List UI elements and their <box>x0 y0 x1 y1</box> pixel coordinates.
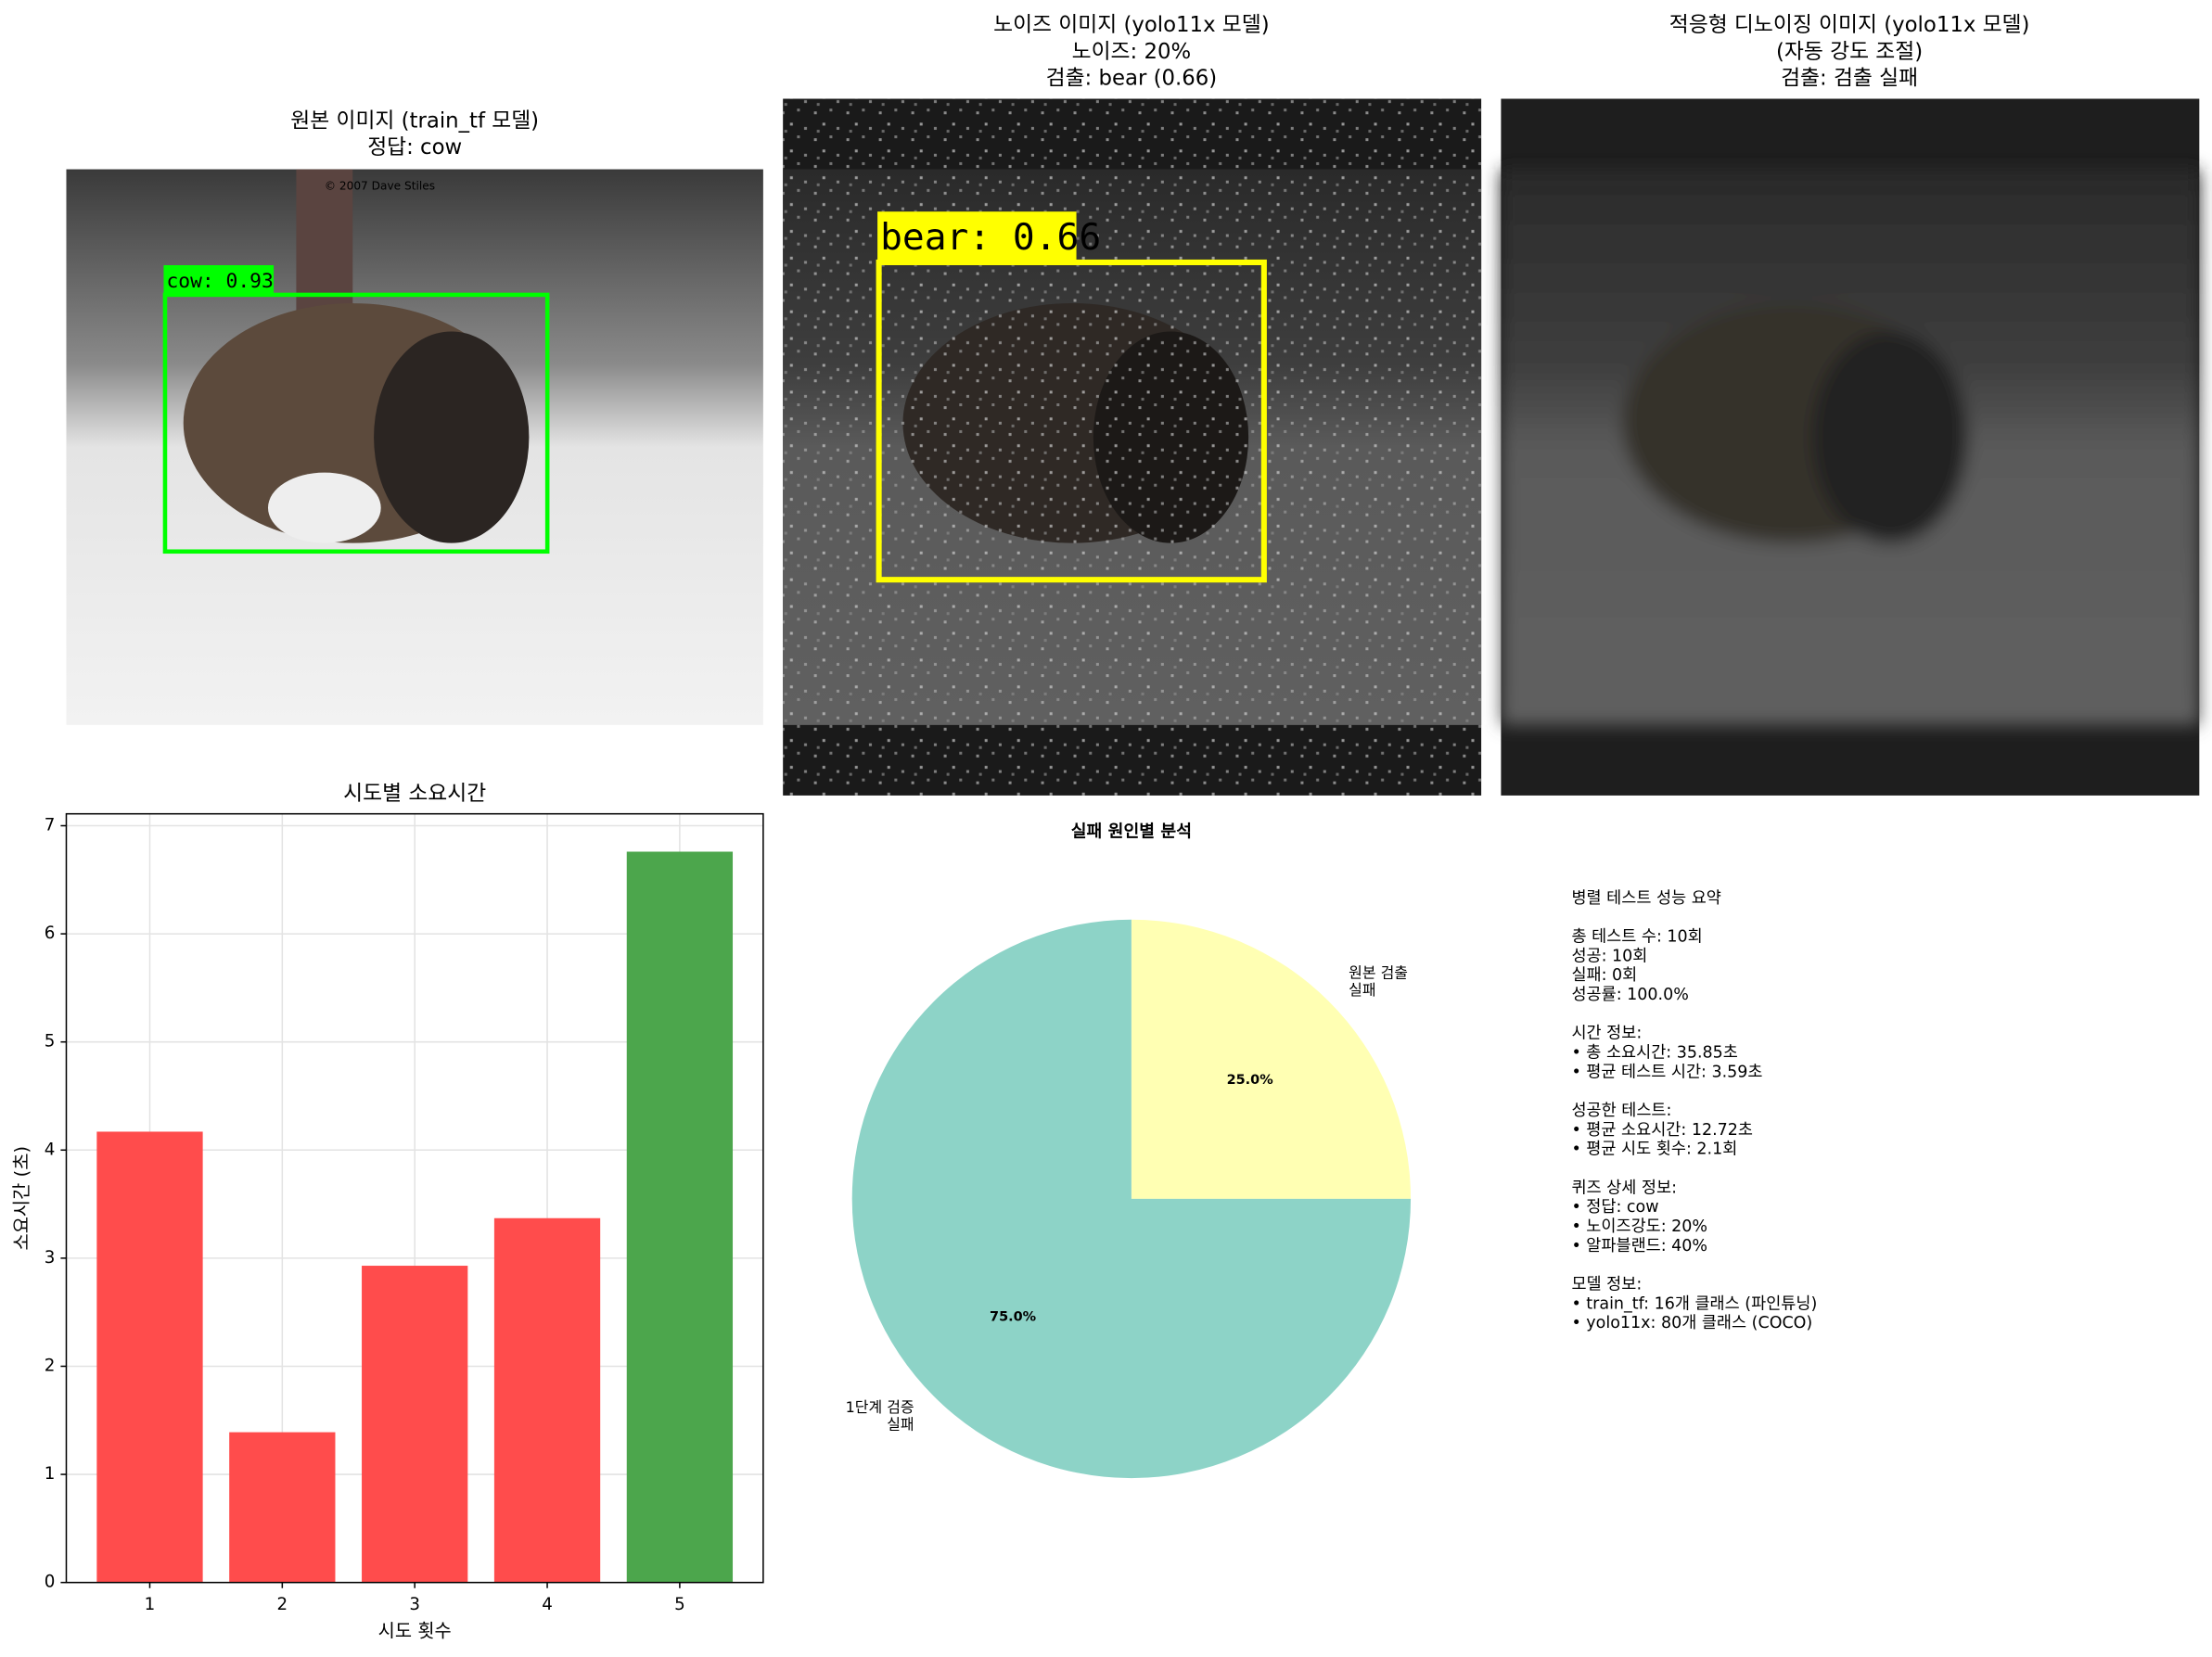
x-tick-label: 5 <box>674 1595 685 1614</box>
detection-label: bear: 0.66 <box>880 216 1101 259</box>
detection-label: cow: 0.93 <box>166 270 273 293</box>
pie-slice <box>1131 919 1412 1199</box>
slice-label: 원본 검출 실패 <box>1349 963 1408 998</box>
summary-line: • train_tf: 16개 클래스 (파인튜닝) <box>1571 1294 1817 1313</box>
summary-line: • 총 소요시간: 35.85초 <box>1571 1043 1737 1062</box>
x-axis-label: 시도 횟수 <box>378 1620 452 1641</box>
watermark: © 2007 Dave Stiles <box>325 179 435 192</box>
detection-label-bg <box>877 211 1077 262</box>
x-tick-label: 2 <box>277 1595 288 1614</box>
summary-line: 실패: 0회 <box>1571 966 1637 985</box>
summary-line: 모델 정보: <box>1571 1276 1642 1294</box>
y-tick-label: 0 <box>45 1573 56 1592</box>
y-tick-label: 7 <box>45 816 56 835</box>
y-tick-label: 6 <box>45 924 56 943</box>
chart-title: 시도별 소요시간 <box>343 782 486 806</box>
summary-line: 성공: 10회 <box>1571 947 1647 965</box>
chart-title: 실패 원인별 분석 <box>1071 822 1192 841</box>
slice-value-label: 25.0% <box>1227 1073 1273 1088</box>
detection-box <box>162 292 550 554</box>
y-tick-label: 1 <box>45 1464 56 1484</box>
summary-line: 퀴즈 상세 정보: <box>1571 1179 1677 1197</box>
image-title: 검출: bear (0.66) <box>1046 67 1218 91</box>
image-title: 노이즈: 20% <box>1072 40 1192 64</box>
summary-line: • 정답: cow <box>1571 1198 1658 1217</box>
noisy-image <box>783 98 1482 796</box>
summary-line: • 평균 소요시간: 12.72초 <box>1571 1121 1753 1140</box>
summary-line: • 평균 테스트 시간: 3.59초 <box>1571 1063 1762 1081</box>
summary-line: • 알파블랜드: 40% <box>1571 1237 1707 1255</box>
y-tick-label: 4 <box>45 1140 56 1159</box>
image-title: 노이즈 이미지 (yolo11x 모델) <box>993 13 1270 37</box>
detection-label-bg <box>163 264 275 297</box>
x-tick-label: 4 <box>542 1595 553 1614</box>
summary-title: 병렬 테스트 성능 요약 <box>1571 889 1720 908</box>
summary-line: 성공률: 100.0% <box>1571 986 1688 1004</box>
summary-line: 시간 정보: <box>1571 1025 1642 1043</box>
original-image <box>66 169 763 725</box>
x-tick-label: 1 <box>145 1595 156 1614</box>
image-title: 정답: cow <box>367 135 462 159</box>
bar <box>493 1217 601 1583</box>
y-tick-label: 3 <box>45 1248 56 1268</box>
slice-label: 1단계 검증 실패 <box>846 1398 914 1433</box>
summary-line: 성공한 테스트: <box>1571 1102 1671 1120</box>
bar <box>96 1131 203 1583</box>
image-title: 원본 이미지 (train_tf 모델) <box>290 108 539 133</box>
summary-line: 총 테스트 수: 10회 <box>1571 927 1702 946</box>
summary-line: • 노이즈강도: 20% <box>1571 1217 1707 1236</box>
y-tick-label: 2 <box>45 1356 56 1375</box>
y-tick-label: 5 <box>45 1032 56 1052</box>
y-axis-label: 소요시간 (초) <box>11 1146 32 1251</box>
image-title: 검출: 검출 실패 <box>1781 67 1918 91</box>
image-title: 적응형 디노이징 이미지 (yolo11x 모델) <box>1669 13 2030 37</box>
x-tick-label: 3 <box>409 1595 420 1614</box>
slice-value-label: 75.0% <box>990 1310 1036 1325</box>
bar <box>362 1266 468 1583</box>
pie-slice <box>851 919 1412 1479</box>
bar <box>626 851 734 1583</box>
image-title: (자동 강도 조절) <box>1776 40 1923 64</box>
summary-line: • yolo11x: 80개 클래스 (COCO) <box>1571 1314 1812 1332</box>
bar <box>229 1432 336 1583</box>
axes-frame <box>65 812 764 1584</box>
denoised-image <box>1501 98 2200 796</box>
summary-line: • 평균 시도 횟수: 2.1회 <box>1571 1141 1737 1159</box>
